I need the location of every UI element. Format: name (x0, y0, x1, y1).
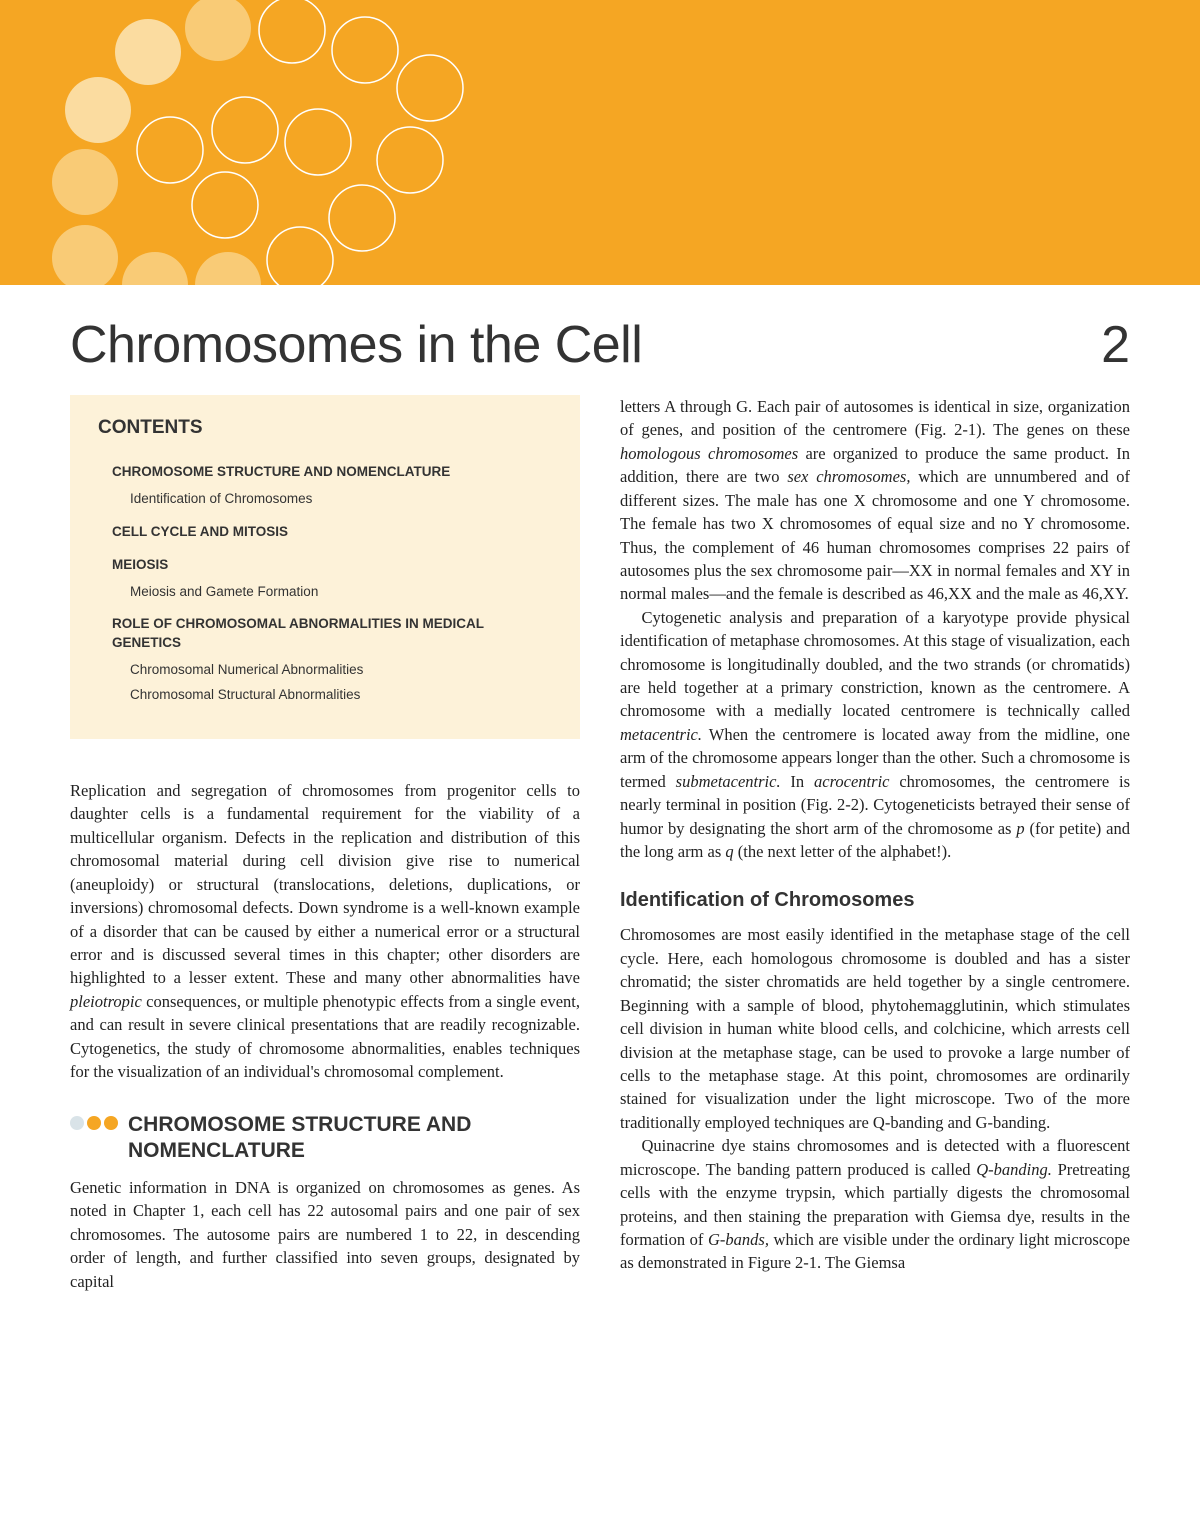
section-body-text: Genetic information in DNA is organized … (70, 1176, 580, 1293)
left-column: CONTENTS CHROMOSOME STRUCTURE AND NOMENC… (70, 395, 580, 1293)
right-body-2: Chromosomes are most easily identified i… (620, 923, 1130, 1274)
right-column: letters A through G. Each pair of autoso… (620, 395, 1130, 1293)
dot-icon (70, 1116, 84, 1130)
section-h1-text: CHROMOSOME STRUCTURE AND NOMENCLATURE (128, 1112, 580, 1165)
section-heading-identification: Identification of Chromosomes (620, 887, 1130, 913)
toc-item: ROLE OF CHROMOSOMAL ABNORMALITIES IN MED… (112, 615, 552, 653)
chapter-number: 2 (1101, 315, 1130, 375)
chapter-title: Chromosomes in the Cell (70, 315, 642, 375)
content-columns: CONTENTS CHROMOSOME STRUCTURE AND NOMENC… (0, 395, 1200, 1343)
right-para2: Cytogenetic analysis and preparation of … (620, 606, 1130, 864)
section-bullet-icon (70, 1116, 118, 1130)
toc-item: MEIOSIS (112, 556, 552, 575)
toc-item: Chromosomal Structural Abnormalities (130, 686, 552, 705)
toc-item: CELL CYCLE AND MITOSIS (112, 523, 552, 542)
contents-heading: CONTENTS (98, 417, 552, 439)
toc-item: Meiosis and Gamete Formation (130, 583, 552, 602)
contents-box: CONTENTS CHROMOSOME STRUCTURE AND NOMENC… (70, 395, 580, 739)
intro-paragraph: Replication and segregation of chromosom… (70, 779, 580, 1083)
right-para4: Quinacrine dye stains chromosomes and is… (620, 1134, 1130, 1275)
dot-icon (104, 1116, 118, 1130)
toc-item: Identification of Chromosomes (130, 490, 552, 509)
right-body-1: letters A through G. Each pair of autoso… (620, 395, 1130, 863)
toc-item: CHROMOSOME STRUCTURE AND NOMENCLATURE (112, 463, 552, 482)
right-para1: letters A through G. Each pair of autoso… (620, 395, 1130, 606)
chapter-title-row: Chromosomes in the Cell 2 (0, 285, 1200, 395)
section-body-left: Genetic information in DNA is organized … (70, 1176, 580, 1293)
section-heading-structure: CHROMOSOME STRUCTURE AND NOMENCLATURE (70, 1112, 580, 1165)
banner-circles (0, 0, 1200, 285)
contents-list: CHROMOSOME STRUCTURE AND NOMENCLATURE Ide… (98, 463, 552, 705)
right-para3: Chromosomes are most easily identified i… (620, 923, 1130, 1134)
dot-icon (87, 1116, 101, 1130)
chapter-banner (0, 0, 1200, 285)
toc-item: Chromosomal Numerical Abnormalities (130, 661, 552, 680)
intro-text: Replication and segregation of chromosom… (70, 779, 580, 1083)
